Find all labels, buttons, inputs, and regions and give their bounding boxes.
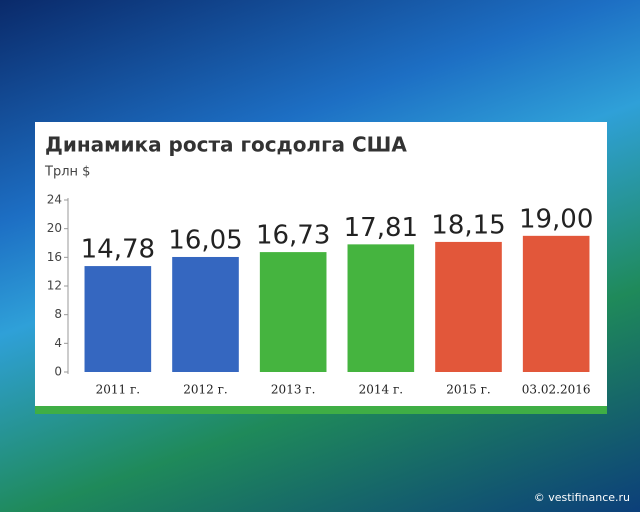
value-label: 14,78: [81, 235, 155, 265]
y-tick-label: 20: [47, 221, 62, 235]
y-tick-label: 8: [54, 307, 62, 321]
source: © vestifinance.ru: [534, 491, 630, 504]
bar: [522, 235, 590, 372]
bar: [172, 256, 239, 372]
value-label: 16,05: [168, 225, 242, 255]
bar: [347, 244, 415, 372]
value-label: 19,00: [519, 204, 593, 234]
x-tick-label: 2014 г.: [359, 383, 403, 397]
bar: [84, 266, 152, 372]
y-tick-label: 24: [47, 193, 62, 207]
value-label: 17,81: [344, 213, 418, 243]
x-tick-label: 03.02.2016: [522, 383, 591, 397]
bar: [435, 241, 502, 372]
y-axis-label: Трлн $: [44, 165, 90, 180]
x-tick-label: 2011 г.: [96, 383, 140, 397]
x-tick-label: 2012 г.: [183, 383, 227, 397]
y-tick-label: 0: [54, 365, 62, 379]
y-tick-label: 4: [54, 336, 62, 350]
x-tick-label: 2015 г.: [446, 383, 490, 397]
chart-title: Динамика роста госдолга США: [45, 133, 407, 157]
bar: [259, 252, 327, 372]
value-label: 16,73: [256, 221, 330, 251]
y-tick-label: 16: [47, 250, 62, 264]
y-tick-label: 12: [47, 279, 62, 293]
x-tick-label: 2013 г.: [271, 383, 315, 397]
value-label: 18,15: [431, 210, 505, 240]
panel-stripe: [35, 406, 607, 414]
